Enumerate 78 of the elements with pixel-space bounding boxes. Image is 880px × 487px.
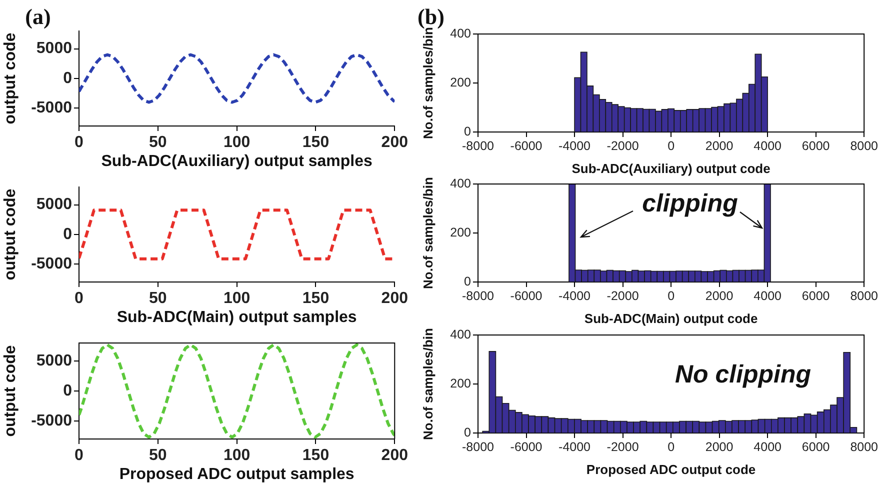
x-tick-label: 150 — [302, 134, 330, 152]
x-tick-label: -4000 — [558, 288, 591, 303]
x-tick-label: 8000 — [850, 288, 878, 303]
y-axis-title: output code — [2, 32, 20, 124]
x-tick-label: 0 — [74, 290, 84, 308]
x-tick-label: 100 — [223, 447, 250, 464]
x-axis-title: Proposed ADC output code — [586, 462, 756, 477]
x-tick-label: 150 — [302, 447, 330, 464]
y-tick-label: -5000 — [31, 412, 72, 430]
x-axis-title: Sub-ADC(Auxiliary) output code — [572, 160, 770, 176]
x-tick-label: -2000 — [606, 138, 639, 153]
x-tick-label: -6000 — [510, 440, 542, 454]
x-tick-label: -4000 — [558, 440, 591, 454]
x-tick-label: -6000 — [510, 138, 542, 153]
x-tick-label: 2000 — [705, 440, 734, 454]
x-tick-label: 6000 — [802, 440, 830, 454]
x-tick-label: 0 — [74, 134, 84, 152]
y-tick-label: 0 — [464, 124, 472, 138]
x-tick-label: 50 — [149, 134, 167, 152]
line-series — [79, 53, 395, 104]
x-tick-label: 200 — [381, 290, 408, 308]
y-tick-label: 5000 — [36, 352, 72, 370]
x-axis-title: Sub-ADC(Main) output samples — [116, 308, 357, 326]
annotation: clipping — [642, 190, 738, 218]
y-axis-title: output code — [2, 345, 20, 437]
y-tick-label: 400 — [450, 327, 472, 342]
x-tick-label: 2000 — [705, 138, 734, 153]
x-tick-label: 100 — [223, 290, 250, 308]
y-tick-label: 400 — [450, 26, 472, 40]
y-tick-label: 5000 — [36, 196, 72, 214]
x-tick-label: 200 — [381, 447, 408, 464]
x-tick-label: 4000 — [754, 288, 782, 303]
x-tick-label: 50 — [149, 290, 167, 308]
text: (a) — [25, 4, 51, 30]
x-tick-label: 6000 — [802, 138, 830, 153]
y-axis-title: No.of samples/bin — [420, 26, 436, 139]
y-axis-title: No.of samples/bin — [420, 176, 436, 289]
y-tick-label: 0 — [63, 70, 72, 87]
y-tick-label: 5000 — [36, 40, 72, 58]
y-tick-label: 0 — [464, 425, 472, 440]
y-tick-label: -5000 — [31, 256, 72, 273]
y-tick-label: 200 — [450, 75, 472, 90]
x-tick-label: 100 — [223, 134, 250, 152]
y-axis-title: No.of samples/bin — [420, 328, 436, 440]
y-tick-label: 0 — [63, 382, 72, 400]
x-tick-label: -2000 — [606, 440, 639, 454]
x-axis-title: Proposed ADC output samples — [119, 466, 354, 483]
x-tick-label: 0 — [668, 440, 675, 454]
x-tick-label: 4000 — [754, 440, 782, 454]
y-tick-label: -5000 — [31, 100, 72, 117]
x-tick-label: 0 — [668, 288, 675, 303]
x-tick-label: -2000 — [606, 288, 639, 303]
annotation: No clipping — [674, 360, 812, 390]
y-tick-label: 0 — [464, 274, 472, 288]
x-tick-label: 0 — [74, 447, 84, 464]
x-tick-label: -8000 — [462, 288, 494, 303]
x-axis-title: Sub-ADC(Main) output code — [584, 310, 758, 326]
x-tick-label: 0 — [668, 138, 675, 153]
y-tick-label: 200 — [450, 376, 472, 390]
x-tick-label: -6000 — [510, 288, 542, 303]
x-tick-label: 200 — [381, 134, 408, 152]
y-tick-label: 400 — [450, 176, 472, 190]
x-tick-label: 6000 — [802, 288, 830, 303]
y-tick-label: 0 — [63, 226, 72, 243]
x-tick-label: 4000 — [754, 138, 782, 153]
line-series — [79, 208, 395, 260]
x-tick-label: 150 — [302, 290, 330, 308]
y-axis-title: output code — [2, 188, 20, 280]
x-tick-label: -8000 — [462, 138, 494, 153]
y-tick-label: 200 — [450, 225, 472, 240]
x-tick-label: 2000 — [705, 288, 734, 303]
text: (b) — [418, 4, 444, 29]
x-tick-label: 8000 — [850, 138, 878, 153]
x-tick-label: 8000 — [850, 440, 878, 454]
x-tick-label: -8000 — [462, 440, 494, 454]
x-tick-label: -4000 — [558, 138, 591, 153]
x-tick-label: 50 — [149, 447, 167, 464]
x-axis-title: Sub-ADC(Auxiliary) output samples — [101, 152, 372, 170]
